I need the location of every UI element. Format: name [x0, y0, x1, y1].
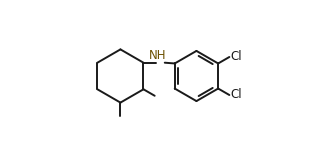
- Text: NH: NH: [149, 49, 166, 62]
- Text: Cl: Cl: [230, 88, 242, 102]
- Text: Cl: Cl: [230, 50, 242, 64]
